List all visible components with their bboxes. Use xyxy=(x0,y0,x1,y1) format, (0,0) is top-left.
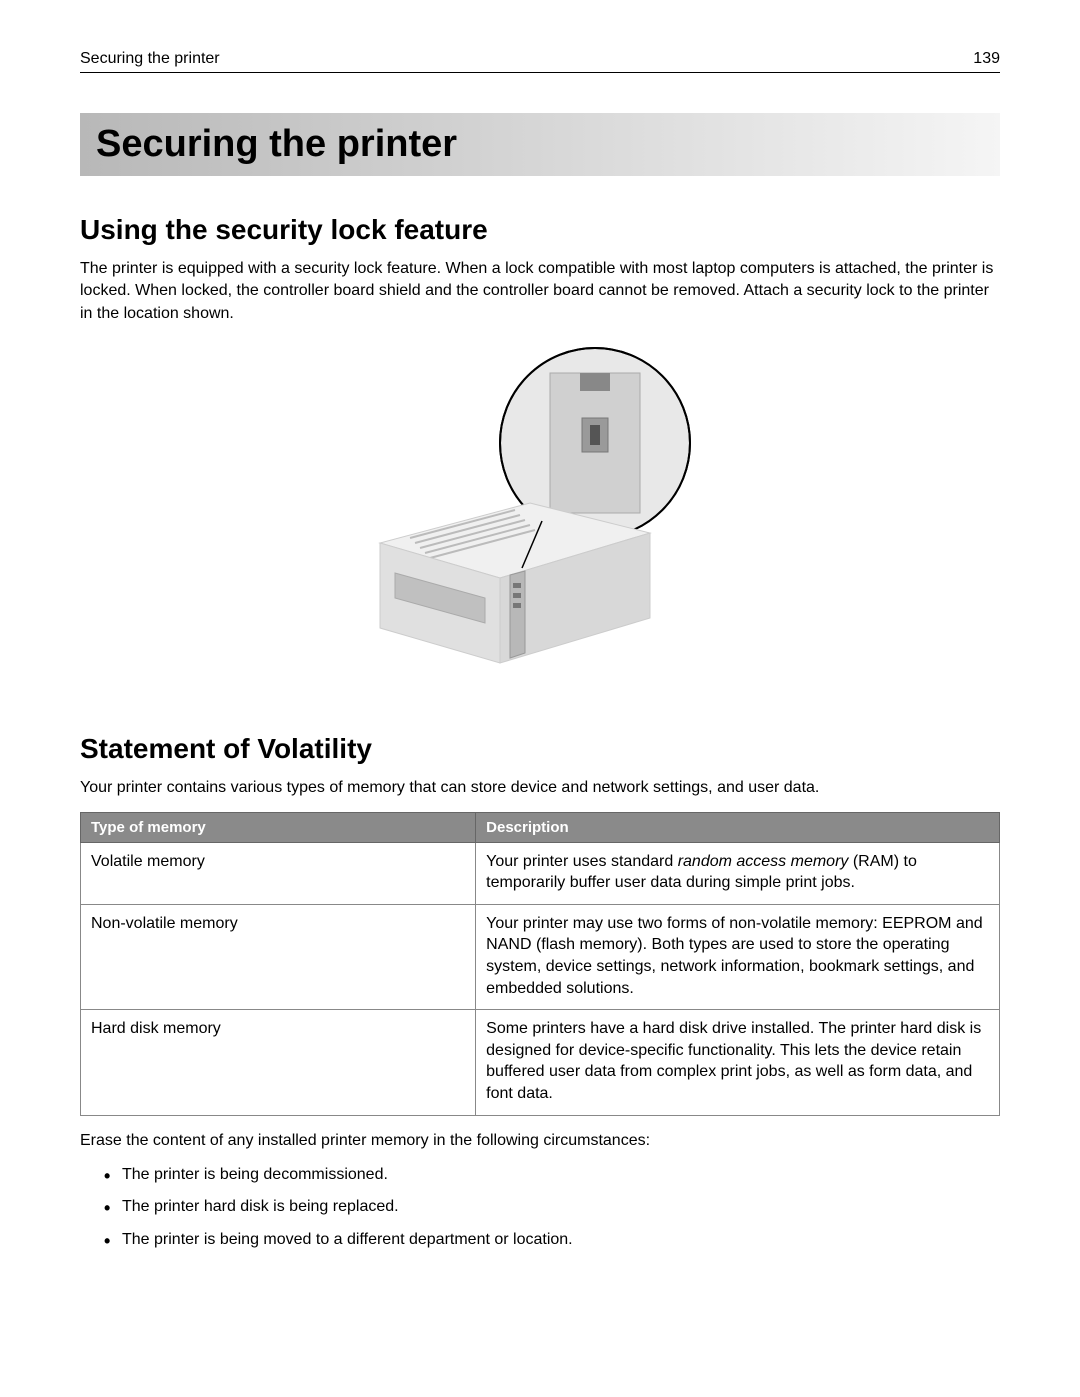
cell-type: Non-volatile memory xyxy=(81,904,476,1009)
printer-lock-icon xyxy=(350,343,730,683)
page-number: 139 xyxy=(973,50,1000,68)
section2-title: Statement of Volatility xyxy=(80,733,1000,765)
section2-intro: Your printer contains various types of m… xyxy=(80,777,1000,799)
table-row: Non-volatile memory Your printer may use… xyxy=(81,904,1000,1009)
cell-type: Hard disk memory xyxy=(81,1010,476,1115)
list-item: The printer is being moved to a differen… xyxy=(104,1229,1000,1251)
page-header-title: Securing the printer xyxy=(80,50,220,68)
page-header: Securing the printer 139 xyxy=(80,50,1000,73)
cell-desc: Your printer uses standard random access… xyxy=(476,842,1000,904)
section1-body: The printer is equipped with a security … xyxy=(80,258,1000,325)
list-item: The printer hard disk is being replaced. xyxy=(104,1196,1000,1218)
cell-type: Volatile memory xyxy=(81,842,476,904)
cell-desc: Your printer may use two forms of non-vo… xyxy=(476,904,1000,1009)
section-volatility: Statement of Volatility Your printer con… xyxy=(80,733,1000,1251)
memory-table: Type of memory Description Volatile memo… xyxy=(80,812,1000,1116)
list-item: The printer is being decommissioned. xyxy=(104,1164,1000,1186)
erase-circumstances-list: The printer is being decommissioned. The… xyxy=(80,1164,1000,1251)
table-header-type: Type of memory xyxy=(81,812,476,842)
table-row: Volatile memory Your printer uses standa… xyxy=(81,842,1000,904)
table-header-desc: Description xyxy=(476,812,1000,842)
section1-title: Using the security lock feature xyxy=(80,214,1000,246)
printer-illustration xyxy=(80,343,1000,683)
chapter-title: Securing the printer xyxy=(80,113,1000,176)
table-row: Hard disk memory Some printers have a ha… xyxy=(81,1010,1000,1115)
section-security-lock: Using the security lock feature The prin… xyxy=(80,214,1000,683)
cell-desc: Some printers have a hard disk drive ins… xyxy=(476,1010,1000,1115)
section2-followup: Erase the content of any installed print… xyxy=(80,1130,1000,1152)
